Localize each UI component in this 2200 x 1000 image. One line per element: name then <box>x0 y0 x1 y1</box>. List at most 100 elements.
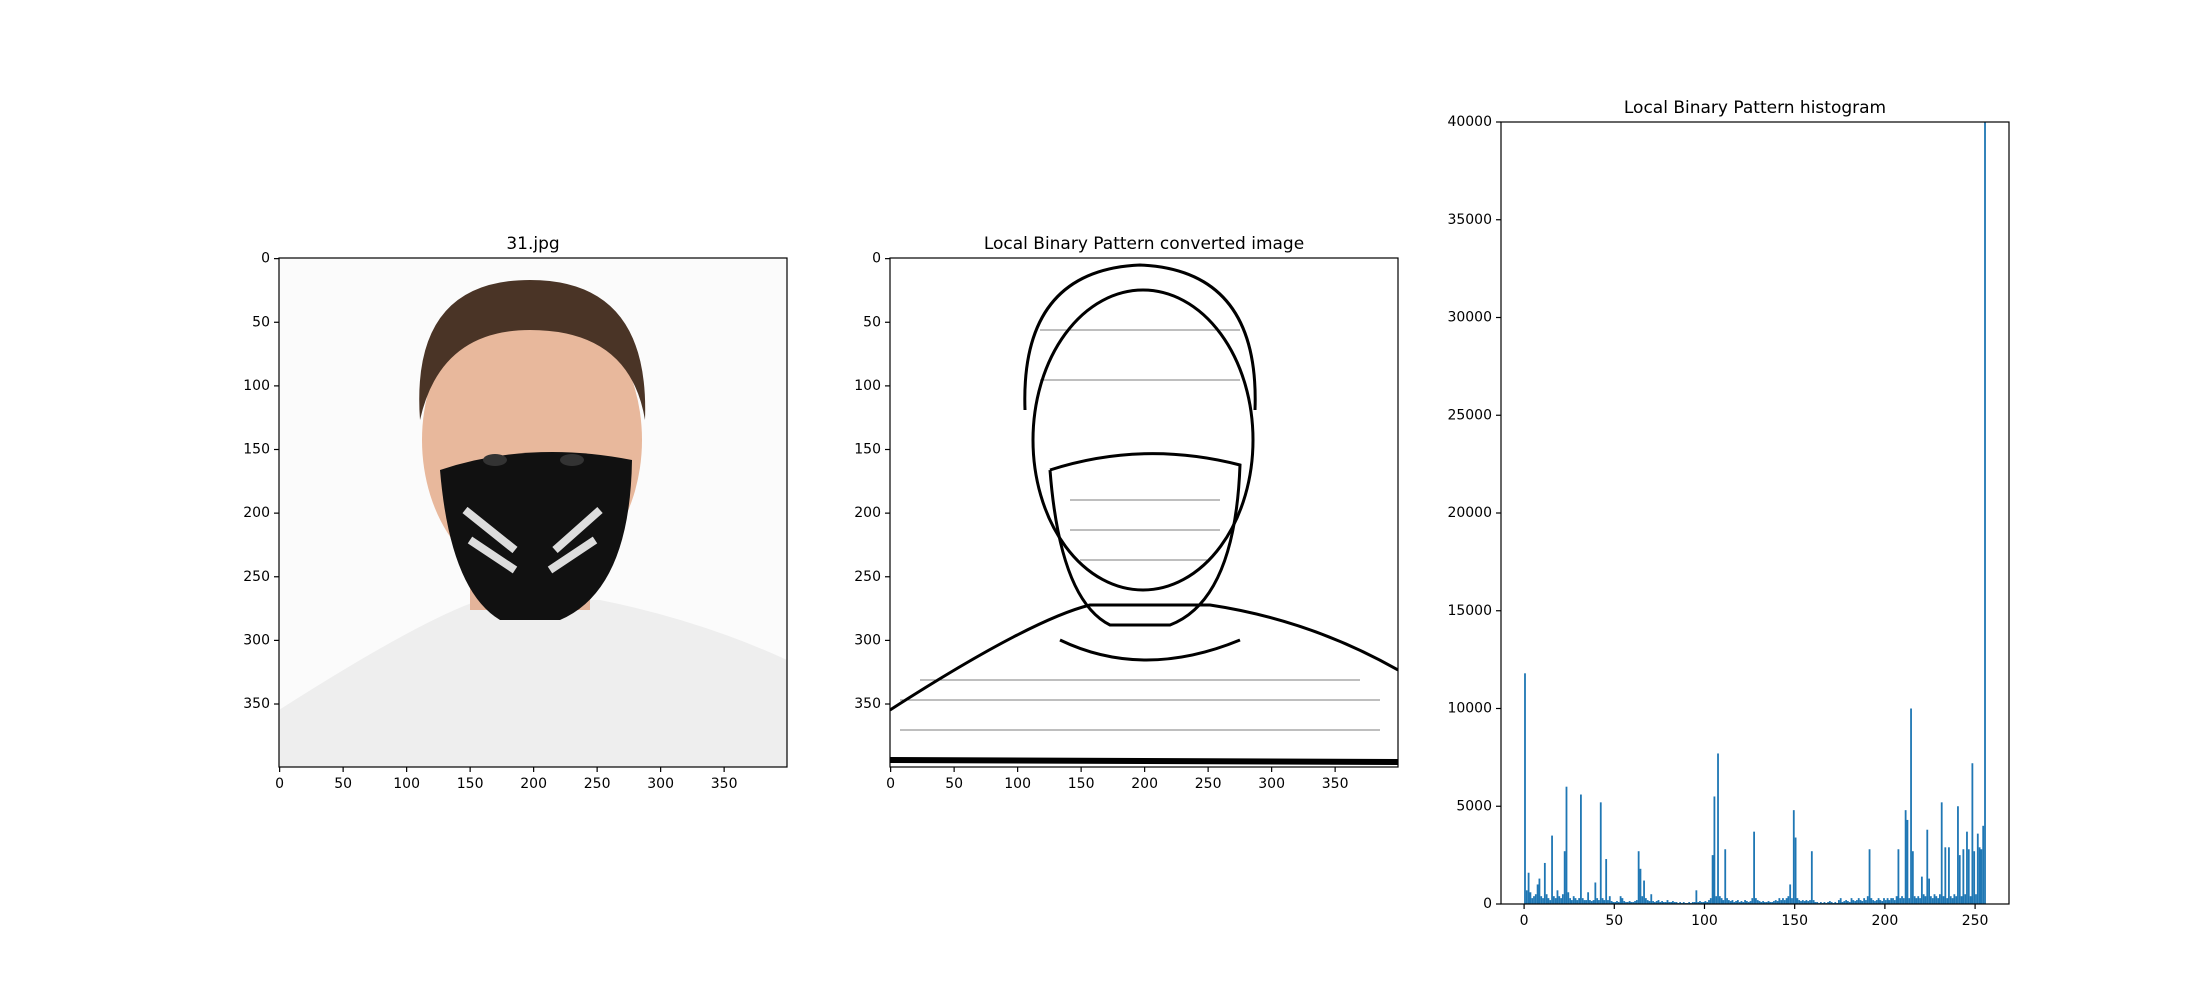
x-tick-label: 100 <box>393 776 420 792</box>
bar <box>1948 847 1950 904</box>
bar <box>1625 902 1627 904</box>
bar <box>1623 901 1626 904</box>
bar <box>1861 901 1864 904</box>
bar <box>1650 894 1653 904</box>
y-tick-label: 5000 <box>1456 798 1492 814</box>
bar <box>1695 890 1698 904</box>
bar <box>1796 898 1799 904</box>
bar <box>1819 902 1822 904</box>
bar <box>1964 894 1967 904</box>
bar <box>1738 902 1741 904</box>
bar <box>1612 902 1615 904</box>
bar <box>1715 896 1718 904</box>
bar <box>1706 902 1709 904</box>
bar <box>1969 896 1972 904</box>
bar <box>1868 849 1871 904</box>
bar <box>1619 896 1622 904</box>
bar <box>1881 901 1884 904</box>
bar <box>1847 901 1849 904</box>
bar <box>1724 849 1727 904</box>
bar <box>1552 896 1555 904</box>
bar <box>1958 855 1961 904</box>
y-tick-label: 250 <box>854 569 881 585</box>
bar <box>1688 902 1691 904</box>
x-tick-label: 150 <box>457 776 484 792</box>
bar <box>1621 898 1624 904</box>
bar <box>1558 896 1561 904</box>
axes-frame <box>889 257 1399 768</box>
bar <box>1973 851 1976 904</box>
axes-title: Local Binary Pattern converted image <box>984 234 1304 254</box>
bar <box>1749 901 1752 904</box>
bar <box>1637 851 1640 904</box>
bar <box>1565 786 1568 904</box>
bar <box>1599 802 1602 904</box>
bar <box>1886 898 1889 904</box>
x-tick-label: 100 <box>1004 776 1031 792</box>
bar <box>1585 900 1588 904</box>
axes-frame <box>1500 121 2010 905</box>
bar <box>1929 896 1932 904</box>
bar <box>1809 900 1811 904</box>
y-tick-label: 300 <box>243 632 270 648</box>
y-tick-label: 200 <box>854 505 881 521</box>
bar <box>1827 902 1829 904</box>
bar <box>1598 900 1600 904</box>
bar <box>1675 902 1678 904</box>
bar <box>1975 894 1977 904</box>
bar <box>1655 901 1658 904</box>
bar <box>1727 900 1730 904</box>
bar <box>1765 902 1768 904</box>
bar <box>1789 884 1792 904</box>
bar <box>1635 900 1638 904</box>
bar <box>1875 900 1878 904</box>
bar <box>1720 898 1723 904</box>
y-tick-label: 30000 <box>1447 310 1492 326</box>
bar <box>1783 900 1786 904</box>
bar <box>1924 896 1927 904</box>
bar <box>1856 900 1858 904</box>
bar <box>1769 902 1772 904</box>
bar <box>1711 855 1714 904</box>
bar <box>1525 890 1528 904</box>
bar <box>1957 806 1959 904</box>
x-tick-label: 100 <box>1691 913 1718 929</box>
bar <box>1906 819 1909 904</box>
bar <box>1524 673 1526 904</box>
bar <box>1560 898 1562 904</box>
x-tick-label: 350 <box>1322 776 1349 792</box>
bar <box>1570 900 1573 904</box>
x-tick-label: 0 <box>886 776 895 792</box>
bar <box>1652 901 1654 904</box>
bar <box>1805 900 1808 904</box>
bar <box>1782 898 1784 904</box>
bar <box>1653 902 1656 904</box>
bar <box>1931 898 1934 904</box>
bar <box>1874 901 1876 904</box>
bar <box>1726 898 1728 904</box>
bar <box>1644 898 1647 904</box>
photo <box>279 258 787 767</box>
bar <box>1718 896 1721 904</box>
bar <box>1648 901 1651 904</box>
bar <box>1744 900 1746 904</box>
y-tick-label: 350 <box>243 696 270 712</box>
bar <box>1641 896 1644 904</box>
bar <box>1699 901 1701 904</box>
bar <box>1801 900 1804 904</box>
bar <box>1693 902 1696 904</box>
bar <box>1717 753 1719 904</box>
bar <box>1776 901 1779 904</box>
bar <box>1661 901 1663 904</box>
bar <box>1854 901 1857 904</box>
bar <box>1587 892 1590 904</box>
bar <box>1540 896 1543 904</box>
bar <box>1812 900 1815 904</box>
bar <box>1549 900 1552 904</box>
lbp-image <box>890 258 1398 767</box>
bar <box>1893 900 1896 904</box>
bar <box>1980 849 1983 904</box>
bar <box>1756 900 1759 904</box>
axes-title: Local Binary Pattern histogram <box>1624 98 1886 118</box>
